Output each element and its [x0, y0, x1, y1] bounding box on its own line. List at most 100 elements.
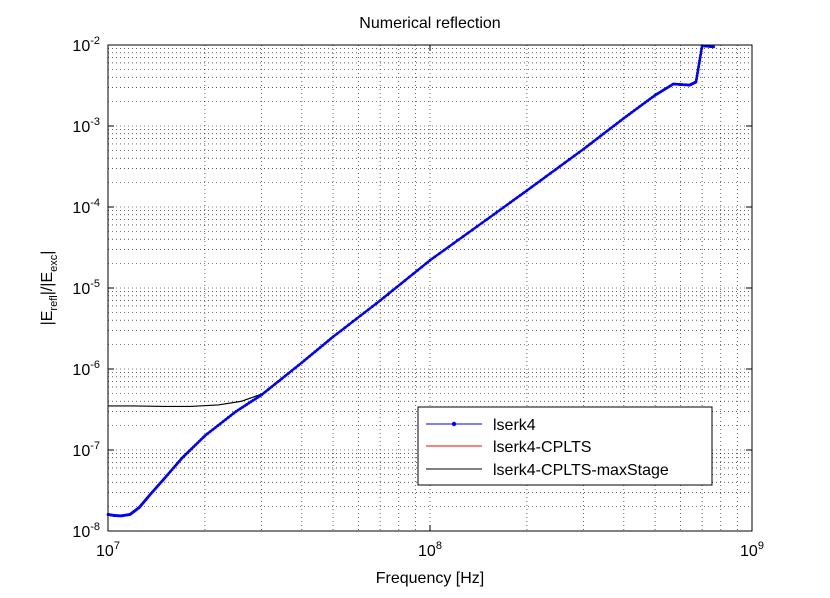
x-axis-label: Frequency [Hz]: [376, 570, 484, 587]
data-point-lserk4: [622, 116, 626, 120]
data-point-lserk4: [378, 299, 382, 302]
data-point-lserk4: [515, 196, 519, 200]
x-tick-label: 107: [96, 540, 120, 560]
data-point-lserk4: [321, 343, 325, 347]
data-point-lserk4: [712, 45, 716, 49]
data-point-lserk4: [534, 182, 538, 185]
data-point-lserk4: [502, 206, 505, 209]
series-markers-lserk4: [106, 44, 716, 518]
data-point-lserk4: [697, 62, 701, 66]
data-point-lserk4: [595, 137, 599, 141]
data-point-lserk4: [630, 111, 634, 114]
data-point-lserk4: [697, 65, 700, 69]
data-point-lserk4: [247, 401, 251, 405]
data-point-lserk4: [370, 305, 374, 308]
data-point-lserk4: [195, 441, 199, 445]
data-point-lserk4: [266, 388, 270, 391]
data-point-lserk4: [297, 363, 300, 367]
data-point-lserk4: [382, 295, 386, 299]
data-point-lserk4: [508, 201, 512, 204]
data-point-lserk4: [512, 198, 515, 202]
data-point-lserk4: [452, 241, 456, 245]
data-point-lserk4: [700, 47, 704, 51]
data-point-lserk4: [539, 178, 543, 182]
data-point-lserk4: [310, 352, 314, 356]
y-tick-label: 10-8: [72, 521, 100, 541]
data-point-lserk4: [243, 404, 247, 408]
data-point-lserk4: [485, 218, 489, 221]
data-point-lserk4: [199, 438, 203, 441]
data-point-lserk4: [280, 377, 284, 381]
data-point-lserk4: [329, 337, 332, 341]
data-point-lserk4: [249, 400, 253, 404]
data-point-lserk4: [300, 361, 304, 364]
data-point-lserk4: [258, 394, 261, 398]
data-point-lserk4: [695, 74, 699, 78]
data-point-lserk4: [648, 97, 652, 101]
data-point-lserk4: [696, 71, 699, 75]
data-point-lserk4: [326, 339, 330, 343]
data-point-lserk4: [627, 112, 631, 116]
data-point-lserk4: [245, 403, 249, 406]
data-point-lserk4: [424, 262, 428, 266]
data-point-lserk4: [602, 132, 606, 135]
data-point-lserk4: [582, 147, 586, 151]
data-point-lserk4: [577, 151, 581, 154]
data-point-lserk4: [226, 416, 230, 419]
data-point-lserk4: [347, 323, 351, 327]
y-tick-label: 10-7: [72, 440, 100, 460]
data-point-lserk4: [303, 359, 306, 362]
data-point-lserk4: [612, 124, 616, 128]
data-point-lserk4: [420, 265, 424, 269]
data-point-lserk4: [592, 139, 596, 143]
y-tick-label: 10-2: [72, 35, 100, 55]
data-point-lserk4: [492, 213, 495, 217]
data-point-lserk4: [201, 436, 205, 439]
legend-label-lserk4: lserk4: [493, 417, 536, 434]
data-point-lserk4: [395, 285, 399, 289]
data-point-lserk4: [525, 189, 529, 192]
data-point-lserk4: [411, 272, 415, 276]
y-axis-label: |Erefl|/|Eexc|: [39, 251, 60, 326]
data-point-lserk4: [632, 109, 636, 112]
data-point-lserk4: [403, 279, 407, 282]
data-point-lserk4: [471, 228, 474, 232]
data-point-lserk4: [498, 208, 502, 212]
data-point-lserk4: [283, 374, 287, 378]
legend-label-lserk4-cplts: lserk4-CPLTS: [493, 439, 591, 456]
data-point-lserk4: [323, 341, 327, 345]
data-point-lserk4: [438, 252, 441, 255]
data-point-lserk4: [530, 185, 534, 189]
data-point-lserk4: [186, 450, 190, 454]
data-point-lserk4: [605, 129, 609, 133]
data-point-lserk4: [238, 407, 242, 410]
data-point-lserk4: [208, 430, 212, 434]
legend-entry-lserk4-cplts: lserk4-CPLTS: [426, 439, 591, 456]
data-point-lserk4: [374, 302, 378, 305]
data-point-lserk4: [184, 452, 188, 456]
data-point-lserk4: [522, 191, 525, 195]
data-point-lserk4: [588, 142, 592, 146]
data-point-lserk4: [696, 68, 700, 72]
data-point-lserk4: [643, 101, 647, 105]
data-point-lserk4: [475, 224, 479, 228]
data-point-lserk4: [211, 428, 215, 432]
data-point-lserk4: [456, 238, 460, 242]
data-point-lserk4: [428, 258, 432, 262]
grid: [108, 45, 752, 531]
data-point-lserk4: [251, 398, 255, 402]
data-point-lserk4: [558, 164, 562, 168]
data-point-lserk4: [197, 439, 201, 443]
data-point-lserk4: [625, 114, 628, 118]
data-point-lserk4: [287, 371, 290, 375]
data-point-lserk4: [416, 268, 419, 272]
data-point-lserk4: [399, 282, 403, 286]
data-point-lserk4: [544, 175, 548, 179]
data-point-lserk4: [273, 382, 277, 386]
data-point-lserk4: [232, 411, 235, 415]
data-point-lserk4: [433, 255, 437, 259]
data-point-lserk4: [518, 193, 522, 197]
data-point-lserk4: [698, 59, 701, 63]
data-point-lserk4: [318, 346, 322, 349]
data-point-lserk4: [216, 424, 220, 427]
